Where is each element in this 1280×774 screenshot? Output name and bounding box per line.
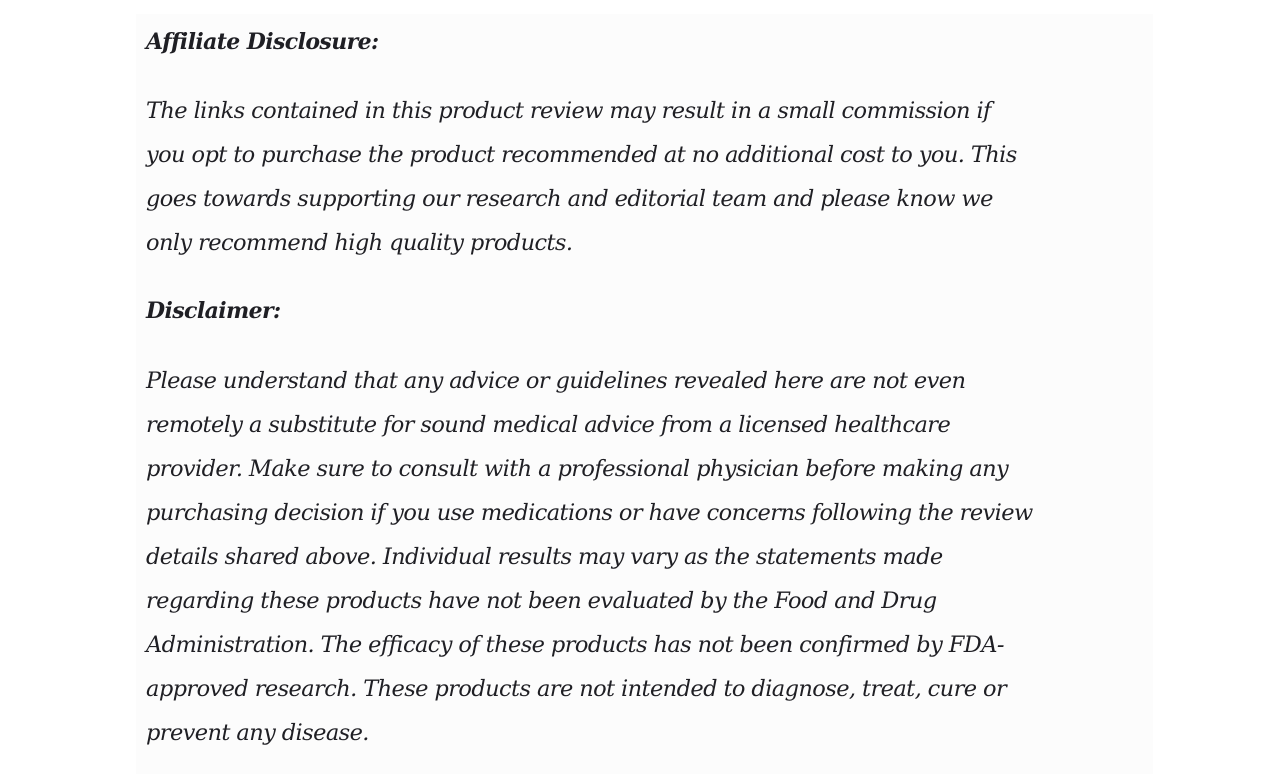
paragraph-line: purchasing decision if you use medicatio… xyxy=(146,500,1033,526)
paragraph-line: approved research. These products are no… xyxy=(146,676,1007,702)
paragraph-line: you opt to purchase the product recommen… xyxy=(146,142,1017,168)
paragraph-line: details shared above. Individual results… xyxy=(146,544,943,570)
content-panel xyxy=(136,14,1153,774)
paragraph-line: provider. Make sure to consult with a pr… xyxy=(146,456,1009,482)
paragraph-line: only recommend high quality products. xyxy=(146,230,573,256)
paragraph-line: goes towards supporting our research and… xyxy=(146,186,993,212)
paragraph-line: Administration. The efficacy of these pr… xyxy=(146,632,1004,658)
paragraph-line: regarding these products have not been e… xyxy=(146,588,937,614)
paragraph-line: Please understand that any advice or gui… xyxy=(146,368,966,394)
paragraph-line: prevent any disease. xyxy=(146,720,369,746)
paragraph-line: The links contained in this product revi… xyxy=(146,98,991,124)
disclaimer-heading: Disclaimer: xyxy=(146,298,281,324)
affiliate-disclosure-heading: Affiliate Disclosure: xyxy=(146,29,379,55)
paragraph-line: remotely a substitute for sound medical … xyxy=(146,412,951,438)
